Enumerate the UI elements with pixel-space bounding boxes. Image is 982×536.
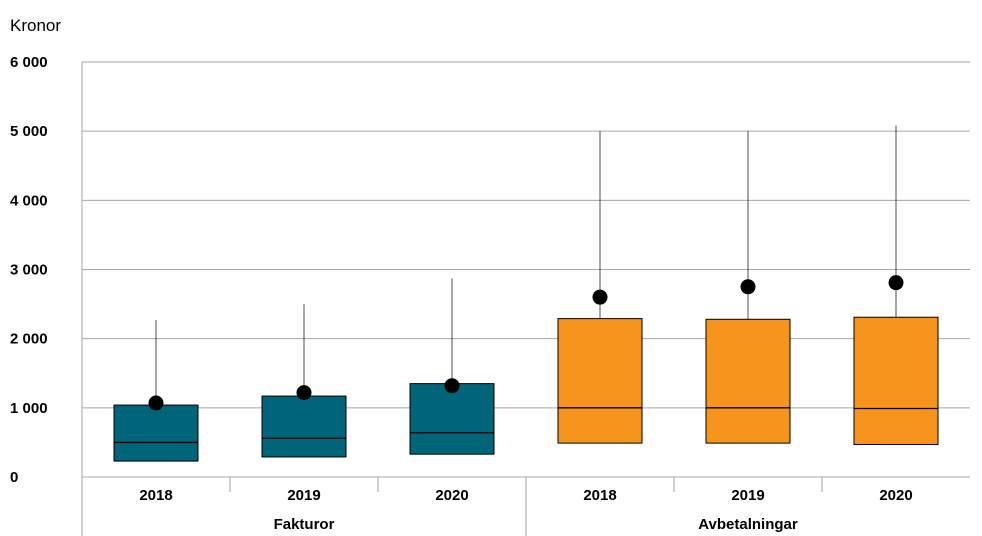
mean-marker [444,378,460,394]
group-label: Fakturor [274,516,335,533]
y-tick-label: 5 000 [10,123,48,140]
y-tick-label: 4 000 [10,192,48,209]
y-tick-label: 0 [10,469,18,486]
box [705,318,791,444]
y-tick-label: 3 000 [10,262,48,279]
x-tick-label: 2018 [139,487,172,504]
mean-marker [592,289,608,305]
box [261,395,347,458]
mean-marker [740,279,756,295]
box [557,318,643,444]
y-tick-label: 1 000 [10,400,48,417]
y-tick-label: 6 000 [10,54,48,71]
box-series [113,125,939,462]
box [113,404,199,462]
box [853,316,939,445]
x-tick-label: 2020 [435,487,468,504]
y-axis-unit-label: Kronor [10,16,61,35]
x-tick-label: 2019 [287,487,320,504]
y-axis-tick-labels: 0 1 000 2 000 3 000 4 000 5 000 6 000 [10,54,48,486]
x-tick-label: 2018 [583,487,616,504]
mean-marker [148,395,164,411]
x-tick-label: 2019 [731,487,764,504]
box [409,383,495,455]
mean-marker [888,275,904,291]
y-tick-label: 2 000 [10,331,48,348]
x-axis: 2018 2019 2020 Fakturor 2018 2019 2020 Avbetaln… [81,62,970,536]
gridlines [82,61,970,409]
x-tick-label: 2020 [879,487,912,504]
mean-marker [296,385,312,401]
group-label: Avbetalningar [698,516,798,533]
